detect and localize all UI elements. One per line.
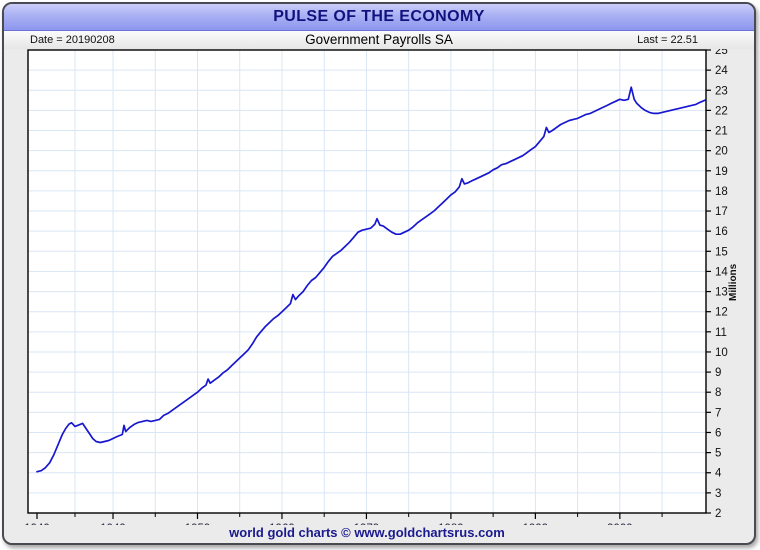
y-tick-label: 14 (715, 266, 728, 278)
plot-background (28, 50, 706, 513)
x-tick-label: 1999 (523, 523, 549, 525)
y-tick-label: 17 (715, 206, 728, 218)
y-tick-label: 24 (715, 65, 728, 77)
y-tick-label: 8 (715, 387, 721, 399)
y-tick-label: 23 (715, 85, 728, 97)
x-tick-label: 2009 (607, 523, 633, 525)
y-tick-label: 12 (715, 307, 728, 319)
date-stamp: Date = 20190208 (30, 34, 115, 46)
y-tick-label: 7 (715, 407, 721, 419)
x-tick-label: 1979 (354, 523, 380, 525)
y-tick-label: 5 (715, 448, 721, 460)
sub-header: Date = 20190208 Government Payrolls SA L… (4, 31, 754, 49)
y-tick-label: 18 (715, 186, 728, 198)
payrolls-line (36, 86, 707, 473)
x-tick-label: 1989 (438, 523, 464, 525)
y-tick-label: 10 (715, 347, 728, 359)
y-tick-label: 25 (715, 49, 728, 57)
y-tick-label: 21 (715, 126, 728, 138)
chart-subtitle: Government Payrolls SA (305, 32, 453, 47)
y-axis-title: Millions (728, 263, 739, 301)
y-tick-label: 15 (715, 246, 728, 258)
x-tick-label: 1959 (185, 523, 211, 525)
footer-credit: world gold charts © www.goldchartsrus.co… (229, 525, 505, 540)
y-tick-label: 3 (715, 488, 721, 500)
x-tick-label: 1969 (269, 523, 295, 525)
y-tick-label: 6 (715, 427, 721, 439)
y-tick-label: 11 (715, 327, 727, 339)
y-tick-label: 16 (715, 226, 728, 238)
page-title: PULSE OF THE ECONOMY (273, 8, 485, 25)
x-tick-label: 1949 (100, 523, 126, 525)
chart-region: 2 3 4 5 6 7 8 9 10 11 12 13 14 15 16 17 18 19 20 21 22 23 24 25… (4, 49, 754, 543)
last-value: Last = 22.51 (637, 34, 698, 46)
payrolls-chart: 2345678910111213141516171819202122232425… (24, 49, 728, 525)
title-bar: PULSE OF THE ECONOMY (4, 4, 754, 31)
y-tick-label: 19 (715, 166, 728, 178)
x-tick-label: 1940 (24, 523, 50, 525)
y-tick-label: 13 (715, 287, 728, 299)
y-tick-label: 4 (715, 468, 722, 480)
y-tick-label: 22 (715, 105, 728, 117)
y-tick-label: 2 (715, 508, 721, 520)
y-tick-label: 9 (715, 367, 721, 379)
chart-window: PULSE OF THE ECONOMY Date = 20190208 Gov… (2, 2, 756, 545)
y-tick-label: 20 (715, 146, 728, 158)
